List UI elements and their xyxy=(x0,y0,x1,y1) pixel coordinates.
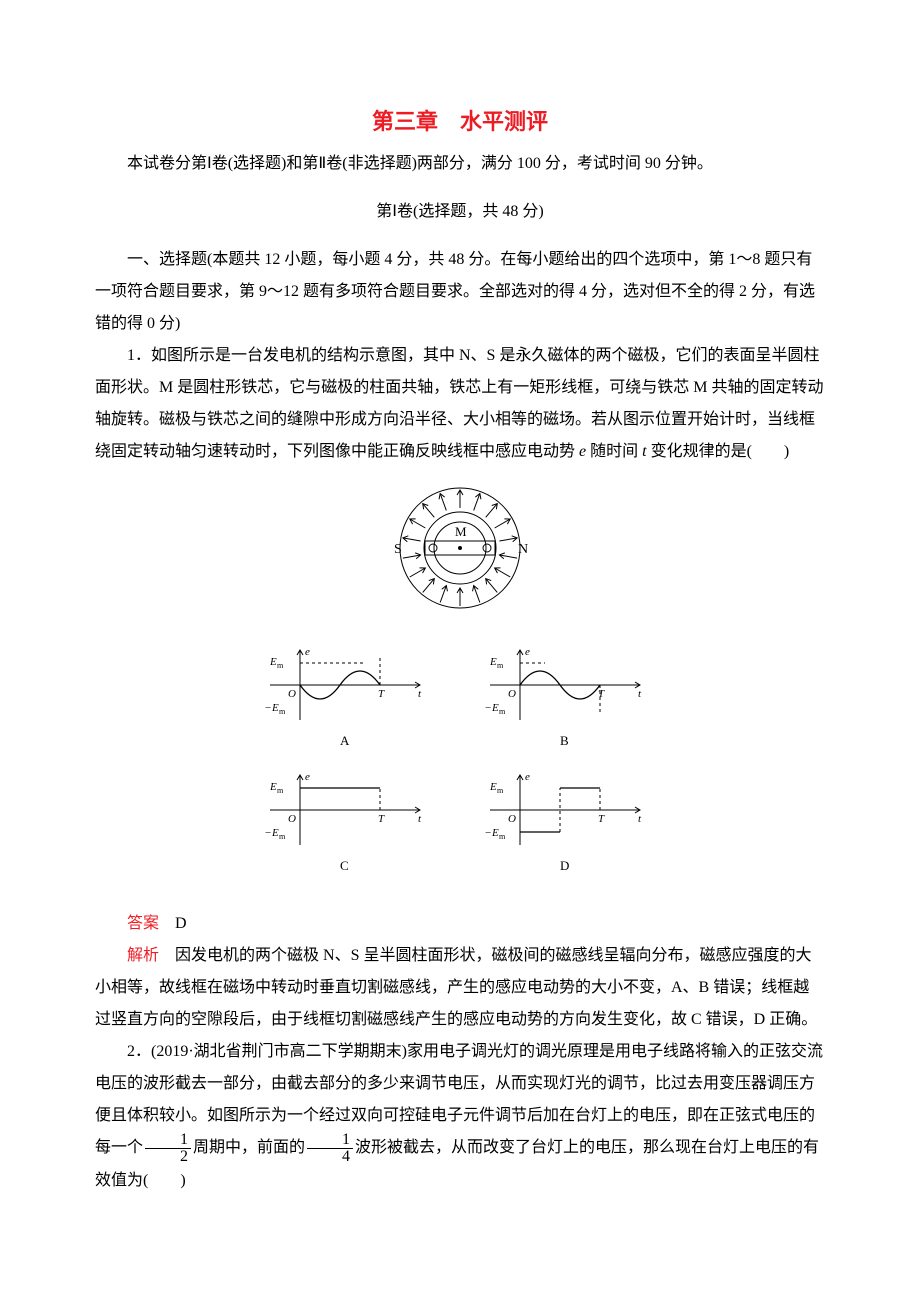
svg-text:T: T xyxy=(598,813,605,825)
svg-text:t: t xyxy=(638,688,642,700)
svg-text:−: − xyxy=(265,827,271,839)
label-M: M xyxy=(455,524,467,539)
q2-stem-b: 周期中，前面的 xyxy=(193,1139,305,1156)
svg-text:−: − xyxy=(265,702,271,714)
option-D-graph: Em −Em O e T t xyxy=(485,771,642,845)
analysis-label: 解析 xyxy=(127,947,159,964)
fraction-1-2: 12 xyxy=(145,1132,191,1165)
intro-text: 本试卷分第Ⅰ卷(选择题)和第Ⅱ卷(非选择题)两部分，满分 100 分，考试时间 … xyxy=(95,148,825,180)
option-B-label: B xyxy=(560,733,569,748)
svg-text:E: E xyxy=(271,702,279,714)
q1-stem-b: 随时间 xyxy=(586,443,642,460)
svg-text:e: e xyxy=(525,771,530,783)
q2-stem: 2．(2019·湖北省荆门市高二下学期期末)家用电子调光灯的调光原理是用电子线路… xyxy=(95,1036,825,1197)
option-C-label: C xyxy=(340,858,349,873)
svg-text:T: T xyxy=(598,688,605,700)
options-svg: Em −Em O e T t A Em −Em O e T t B xyxy=(250,640,670,890)
answer-label: 答案 xyxy=(127,915,159,932)
q1-analysis: 因发电机的两个磁极 N、S 呈半圆柱面形状，磁极间的磁感线呈辐向分布，磁感应强度… xyxy=(95,947,817,1028)
svg-text:E: E xyxy=(491,827,499,839)
svg-text:t: t xyxy=(418,688,422,700)
svg-text:O: O xyxy=(288,813,296,825)
svg-text:−: − xyxy=(485,702,491,714)
q1-stem-c: 变化规律的是( ) xyxy=(647,443,790,460)
section1-heading: 一、选择题(本题共 12 小题，每小题 4 分，共 48 分。在每小题给出的四个… xyxy=(95,244,825,340)
option-C-graph: Em −Em O e T t xyxy=(265,771,422,845)
svg-text:O: O xyxy=(508,688,516,700)
svg-text:E: E xyxy=(269,781,277,793)
label-S: S xyxy=(394,542,402,557)
svg-text:t: t xyxy=(638,813,642,825)
svg-text:E: E xyxy=(491,702,499,714)
svg-text:m: m xyxy=(497,786,504,795)
svg-text:m: m xyxy=(277,661,284,670)
svg-text:E: E xyxy=(489,781,497,793)
q1-generator-figure: S N M xyxy=(95,478,825,630)
svg-text:E: E xyxy=(489,656,497,668)
q1-answer-line: 答案 D xyxy=(95,908,825,940)
q1-analysis-line: 解析 因发电机的两个磁极 N、S 呈半圆柱面形状，磁极间的磁感线呈辐向分布，磁感… xyxy=(95,940,825,1036)
generator-svg: S N M xyxy=(370,478,550,618)
svg-text:e: e xyxy=(525,646,530,658)
part1-heading: 第Ⅰ卷(选择题，共 48 分) xyxy=(95,196,825,228)
q1-answer: D xyxy=(175,915,187,932)
svg-text:m: m xyxy=(279,707,286,716)
option-B-graph: Em −Em O e T t xyxy=(485,646,642,720)
option-D-label: D xyxy=(560,858,569,873)
svg-text:O: O xyxy=(508,813,516,825)
svg-text:m: m xyxy=(499,707,506,716)
fraction-1-4: 14 xyxy=(307,1132,353,1165)
svg-text:t: t xyxy=(418,813,422,825)
svg-text:T: T xyxy=(378,688,385,700)
svg-text:m: m xyxy=(279,832,286,841)
label-N: N xyxy=(518,542,528,557)
option-A-graph: Em −Em O e T t xyxy=(265,646,422,720)
svg-text:O: O xyxy=(288,688,296,700)
svg-text:−: − xyxy=(485,827,491,839)
svg-text:e: e xyxy=(305,646,310,658)
svg-text:e: e xyxy=(305,771,310,783)
svg-text:m: m xyxy=(277,786,284,795)
svg-text:m: m xyxy=(499,832,506,841)
q1-stem: 1．如图所示是一台发电机的结构示意图，其中 N、S 是永久磁体的两个磁极，它们的… xyxy=(95,340,825,468)
chapter-title: 第三章 水平测评 xyxy=(95,100,825,144)
svg-text:E: E xyxy=(269,656,277,668)
svg-text:T: T xyxy=(378,813,385,825)
page: 第三章 水平测评 本试卷分第Ⅰ卷(选择题)和第Ⅱ卷(非选择题)两部分，满分 10… xyxy=(0,0,920,1302)
q1-options-figure: Em −Em O e T t A Em −Em O e T t B xyxy=(95,640,825,902)
svg-text:m: m xyxy=(497,661,504,670)
svg-text:E: E xyxy=(271,827,279,839)
option-A-label: A xyxy=(340,733,350,748)
